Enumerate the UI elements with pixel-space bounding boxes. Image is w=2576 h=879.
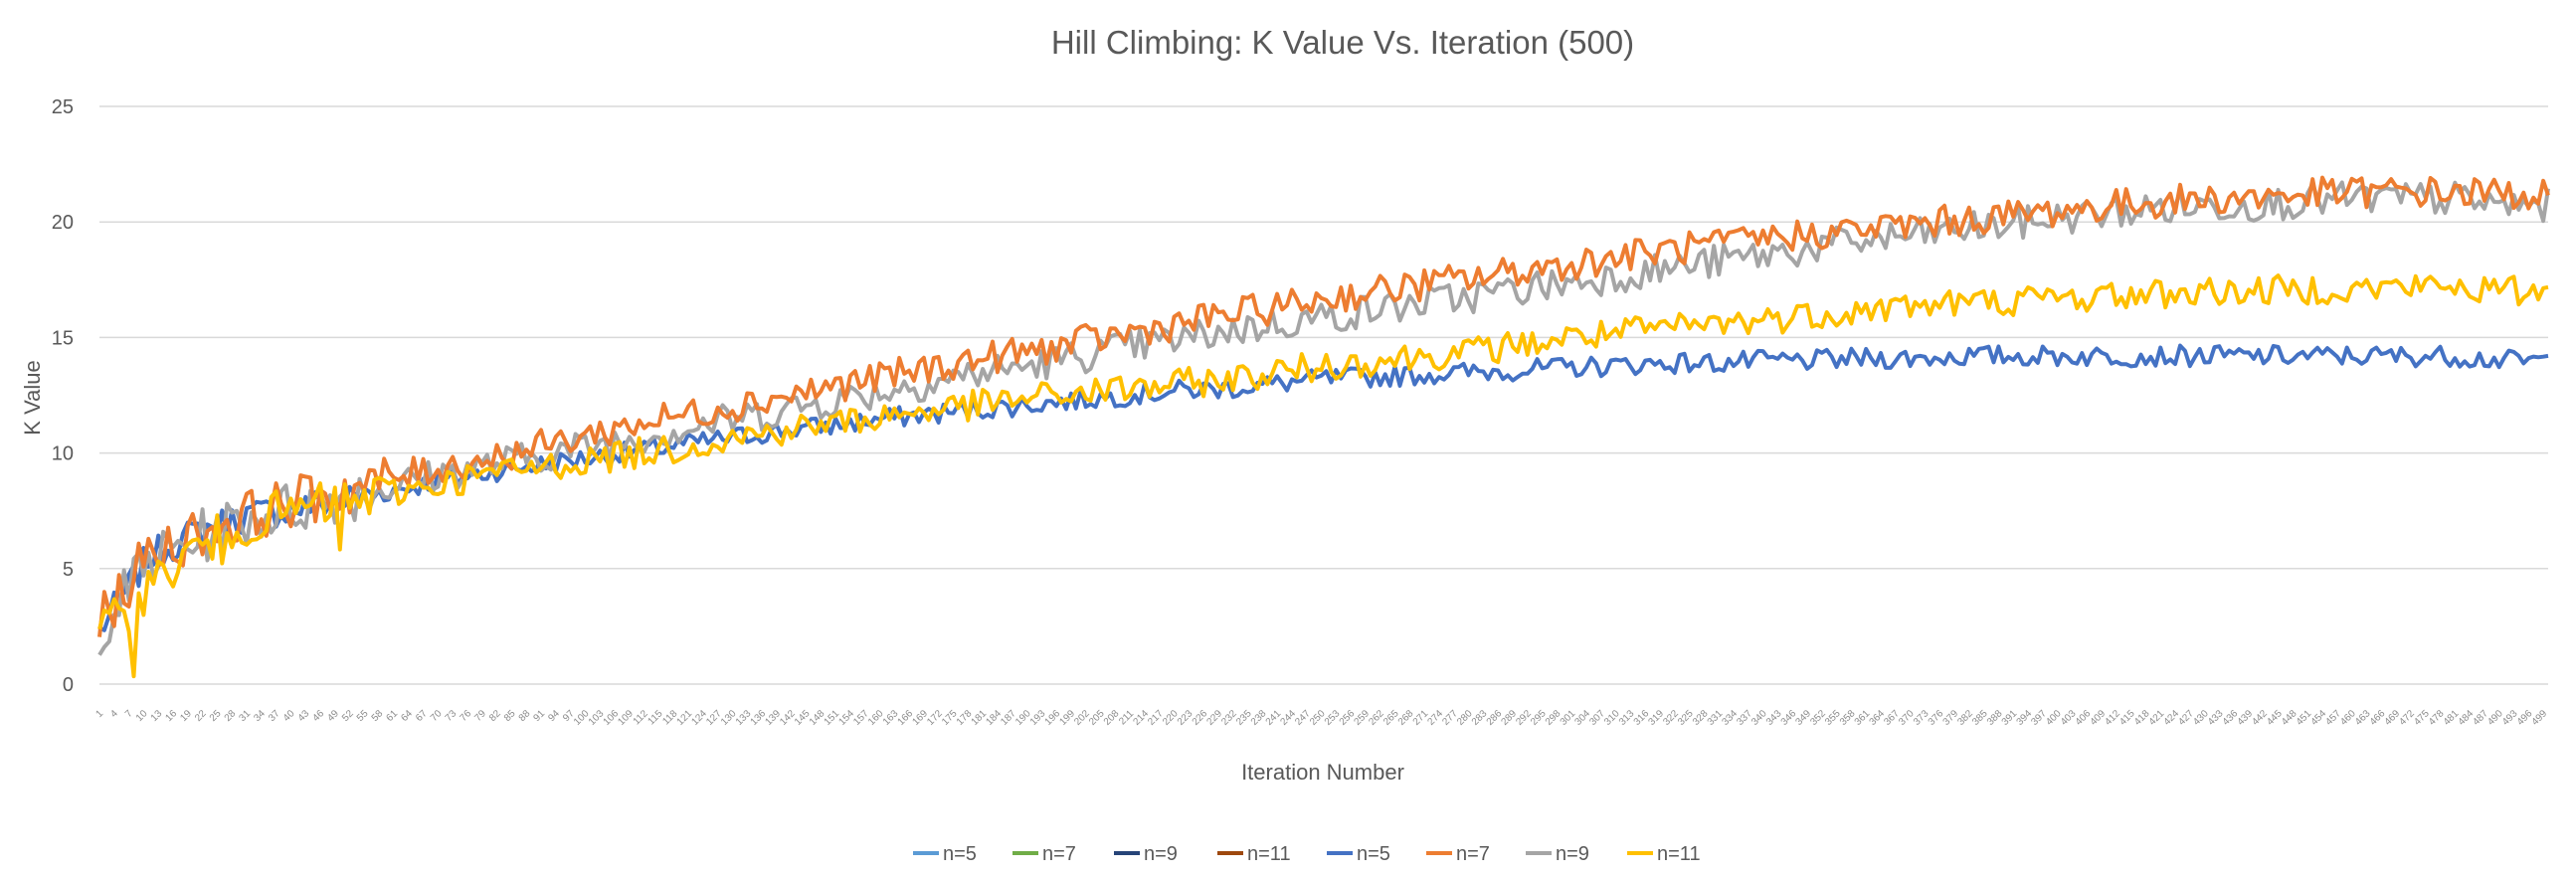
gridlines — [99, 105, 2548, 685]
y-tick-label: 15 — [52, 327, 74, 349]
legend-label: n=5 — [1357, 843, 1390, 865]
y-axis-ticks: 0 5 10 15 20 25 — [52, 96, 74, 696]
series-lines — [97, 175, 2550, 679]
legend-label: n=5 — [943, 843, 977, 865]
chart-title: Hill Climbing: K Value Vs. Iteration (50… — [1051, 24, 1634, 61]
x-axis-title: Iteration Number — [1241, 760, 1404, 785]
legend-label: n=11 — [1247, 843, 1291, 865]
legend-label: n=7 — [1042, 843, 1076, 865]
legend-label: n=7 — [1456, 843, 1490, 865]
y-tick-label: 20 — [52, 212, 74, 234]
legend-label: n=9 — [1144, 843, 1178, 865]
y-tick-label: 25 — [52, 96, 74, 118]
series-line — [97, 175, 2550, 637]
y-tick-label: 5 — [63, 559, 74, 581]
legend-label: n=11 — [1657, 843, 1701, 865]
legend: n=5 n=7 n=9 n=11 n=5 n=7 n=9 n=11 — [913, 843, 1701, 865]
series-line — [97, 180, 2550, 656]
y-tick-label: 0 — [63, 674, 74, 696]
y-axis-title: K Value — [20, 360, 45, 435]
series-line — [97, 273, 2549, 679]
y-tick-label: 10 — [52, 443, 74, 465]
legend-label: n=9 — [1556, 843, 1589, 865]
